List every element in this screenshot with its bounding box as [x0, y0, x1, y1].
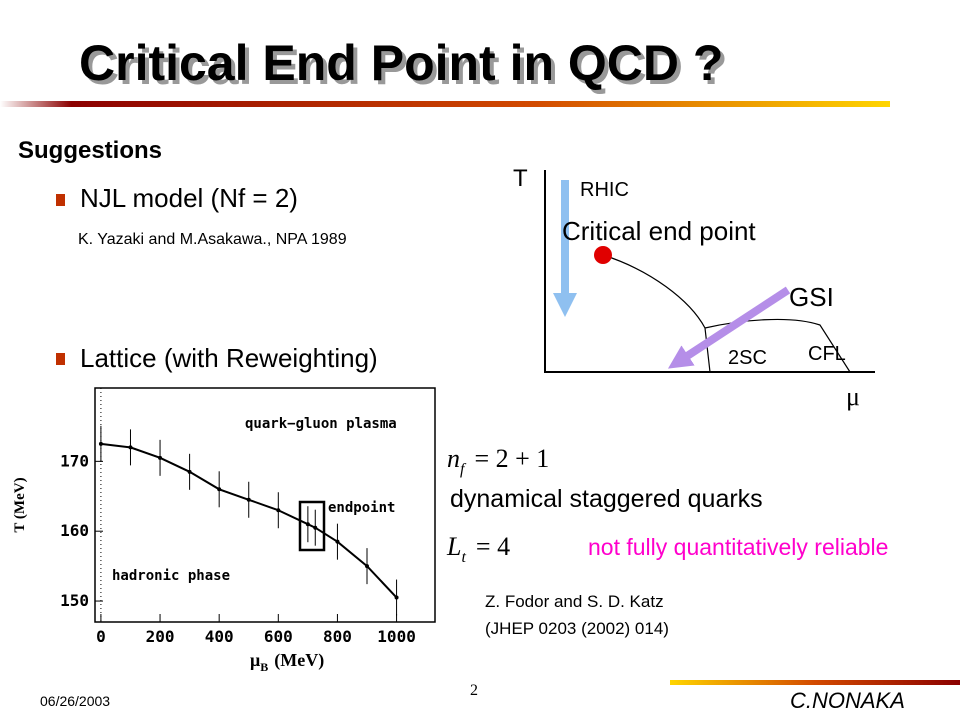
x-axis-sub: B: [260, 660, 268, 674]
formula: nf = 2 + 1: [447, 444, 549, 478]
subscript: t: [461, 549, 466, 566]
warning: not fully quantitatively reliable: [588, 534, 888, 560]
page-number: 2: [470, 682, 478, 699]
x-tick-label: 200: [146, 627, 175, 646]
point: [128, 445, 133, 450]
author: C.NONAKA: [790, 688, 905, 713]
x-tick-label: 600: [264, 627, 293, 646]
subscript: f: [460, 461, 467, 478]
label: RHIC: [580, 179, 629, 201]
x-tick-label: 1000: [377, 627, 416, 646]
plot-frame: [94, 387, 436, 623]
journal: (JHEP 0203 (2002) 014): [485, 619, 669, 638]
point: [158, 455, 163, 460]
lattice-plot: quark−gluon plasma endpoint hadronic pha…: [12, 387, 436, 674]
reference: K. Yazaki and M.Asakawa., NPA 1989: [78, 231, 347, 248]
region-label: quark−gluon plasma: [245, 416, 397, 432]
y-tick-label: 160: [60, 521, 89, 540]
date: 06/26/2003: [40, 693, 110, 709]
title-bar: [0, 101, 890, 107]
region-label: hadronic phase: [112, 568, 230, 584]
gsi-arrow: [667, 286, 791, 369]
y-tick-label: 150: [60, 591, 89, 610]
symbol: L: [446, 532, 461, 561]
point: [217, 487, 222, 492]
endpoint-dot: [594, 246, 612, 264]
phase-boundary: [602, 254, 851, 373]
point: [187, 469, 192, 474]
symbol: n: [447, 444, 460, 473]
axis-label: μ: [846, 382, 860, 411]
point: [394, 595, 399, 600]
x-tick-label: 400: [205, 627, 234, 646]
bullet-text: Lattice (with Reweighting): [80, 343, 378, 373]
heading: Suggestions: [18, 137, 162, 164]
note: dynamical staggered quarks: [450, 485, 763, 513]
label: 2SC: [728, 347, 767, 369]
x-axis-label: μB (MeV): [250, 650, 324, 674]
point: [313, 525, 318, 530]
x-axis-unit: (MeV): [274, 650, 324, 671]
y-tick-label: 170: [60, 451, 89, 470]
x-tick-label: 800: [323, 627, 352, 646]
point: [276, 508, 281, 513]
title: Critical End Point in QCD ?: [79, 35, 723, 91]
bullet: [56, 353, 65, 365]
footer-bar: [670, 680, 960, 685]
x-tick-label: 0: [96, 627, 106, 646]
label: GSI: [789, 282, 834, 312]
point: [365, 564, 369, 569]
formula-rest: = 4: [476, 532, 510, 561]
title-shadow: Critical End Point in QCD ?: [83, 39, 727, 95]
point: [335, 539, 340, 544]
region-label: endpoint: [328, 500, 395, 516]
label: Critical end point: [562, 216, 756, 246]
authors: Z. Fodor and S. D. Katz: [485, 592, 664, 611]
label: CFL: [808, 343, 846, 365]
lattice-curve: [100, 442, 398, 599]
formula: Lt = 4: [446, 532, 510, 566]
y-axis-label: T (MeV): [12, 477, 28, 532]
point: [305, 522, 310, 527]
bullet-text: NJL model (Nf = 2): [80, 183, 298, 213]
x-axis-symbol: μ: [250, 650, 260, 670]
bullet: [56, 194, 65, 206]
point: [98, 441, 103, 446]
point: [246, 497, 251, 502]
axes: [544, 170, 875, 373]
endpoint-box: [298, 500, 326, 552]
formula-rest: = 2 + 1: [474, 444, 549, 473]
axis-label: T: [513, 165, 528, 192]
